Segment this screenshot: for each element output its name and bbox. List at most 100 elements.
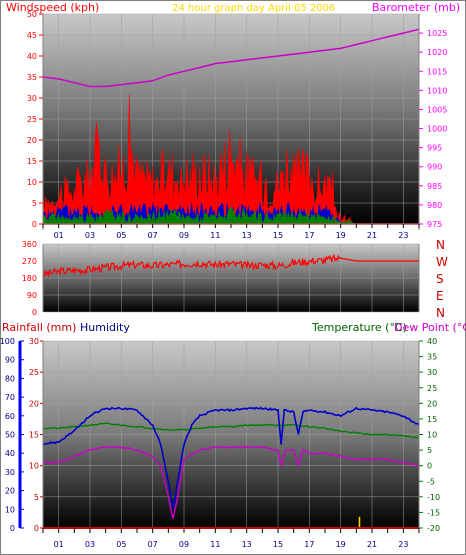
humidity-series — [42, 406, 420, 509]
humidity-tick-label: 0 — [10, 524, 15, 533]
barometer-tick-label: 1015 — [427, 67, 447, 76]
rainfall-tick-label: 10 — [29, 462, 39, 471]
barometer-tick-label: 990 — [427, 163, 442, 172]
wind-hour-label: 01 — [54, 231, 64, 240]
windspeed-tick-label: 0 — [32, 220, 37, 229]
temperature-tick-label: 35 — [427, 353, 437, 362]
humidity-hour-ticks: 01 03 05 07 09 11 13 15 17 19 21 23 — [42, 528, 420, 549]
wind-hour-label: 11 — [210, 231, 220, 240]
humidity-tick-label: 100 — [0, 337, 15, 346]
wind-hour-label: 07 — [148, 231, 158, 240]
chart-subtitle: 24 hour graph day April 05 2006 — [172, 3, 335, 14]
dewpoint-series — [42, 445, 420, 519]
rainfall-tick-label: 5 — [34, 493, 39, 502]
humidity-hour-label: 05 — [116, 540, 126, 549]
barometer-tick-label: 975 — [427, 220, 442, 229]
rainfall-bar — [358, 516, 361, 528]
barometer-tick-label: 985 — [427, 182, 442, 191]
wind-barometer-panel: Windspeed (kph) 24 hour graph day April … — [6, 1, 460, 240]
windspeed-tick-label: 20 — [27, 136, 37, 145]
direction-series — [42, 253, 419, 278]
wind-hour-label: 15 — [273, 231, 283, 240]
windspeed-tick-label: 30 — [27, 94, 37, 103]
windspeed-ticks: 0 5 10 15 20 25 30 35 40 45 50 — [27, 10, 43, 229]
barometer-tick-label: 1010 — [427, 86, 447, 95]
humidity-hour-label: 07 — [148, 540, 158, 549]
windspeed-tick-label: 10 — [27, 178, 37, 187]
temperature-tick-label: 40 — [427, 337, 437, 346]
compass-label: E — [436, 289, 444, 303]
windspeed-tick-label: 35 — [27, 73, 37, 82]
barometer-tick-label: 980 — [427, 201, 442, 210]
humidity-tick-label: 40 — [5, 449, 15, 458]
humidity-hour-label: 19 — [336, 540, 346, 549]
rainfall-tick-label: 20 — [29, 399, 39, 408]
wind-hour-ticks: 01 03 05 07 09 11 13 15 17 19 21 23 — [42, 224, 420, 240]
direction-degree-label: 270 — [22, 257, 37, 266]
barometer-series — [42, 28, 420, 88]
temperature-tick-label: 15 — [427, 415, 437, 424]
windspeed-axis-label: Windspeed (kph) — [6, 1, 99, 14]
temperature-series — [42, 422, 420, 439]
compass-label: N — [436, 306, 445, 320]
humidity-hour-label: 17 — [304, 540, 314, 549]
direction-degree-label: 180 — [22, 274, 37, 283]
direction-series — [42, 253, 419, 278]
windspeed-tick-label: 15 — [27, 157, 37, 166]
rainfall-tick-label: 30 — [29, 337, 39, 346]
humidity-hour-label: 13 — [242, 540, 252, 549]
humidity-tick-label: 20 — [5, 487, 15, 496]
wind-hour-label: 09 — [179, 231, 189, 240]
humidity-tick-label: 10 — [5, 505, 15, 514]
temperature-tick-label: 20 — [427, 399, 437, 408]
temperature-tick-label: -20 — [427, 524, 440, 533]
temperature-tick-label: 30 — [427, 368, 437, 377]
humidity-tick-label: 70 — [5, 393, 15, 402]
rainfall-axis-label: Rainfall (mm) — [2, 321, 76, 334]
windspeed-tick-label: 25 — [27, 115, 37, 124]
barometer-axis-label: Barometer (mb) — [372, 1, 460, 14]
barometer-tick-label: 1005 — [427, 105, 447, 114]
temperature-tick-label: 0 — [427, 462, 432, 471]
wind-hour-label: 13 — [242, 231, 252, 240]
wind-hour-label: 21 — [367, 231, 377, 240]
wind-grid — [43, 13, 419, 225]
direction-degree-ticks: 0 90 180 270 360 — [22, 240, 37, 317]
humidity-tick-label: 30 — [5, 468, 15, 477]
humidity-tick-label: 60 — [5, 412, 15, 421]
wind-hour-label: 19 — [336, 231, 346, 240]
barometer-ticks: 975 980 985 990 995 1000 1005 1010 1015 1020 1025 — [419, 29, 447, 229]
temperature-tick-label: -10 — [427, 493, 440, 502]
windspeed-tick-label: 50 — [27, 10, 37, 19]
humidity-hour-label: 15 — [273, 540, 283, 549]
temperature-tick-label: 5 — [427, 446, 432, 455]
humidity-hour-label: 23 — [398, 540, 408, 549]
temperature-tick-label: -15 — [427, 508, 440, 517]
temperature-tick-label: 25 — [427, 384, 437, 393]
rainfall-tick-label: 0 — [34, 524, 39, 533]
windspeed-tick-label: 40 — [27, 52, 37, 61]
barometer-tick-label: 1020 — [427, 48, 447, 57]
wind-hour-label: 05 — [116, 231, 126, 240]
humidity-hour-label: 01 — [54, 540, 64, 549]
wind-hour-label: 23 — [398, 231, 408, 240]
temperature-tick-label: 10 — [427, 431, 437, 440]
barometer-tick-label: 1000 — [427, 125, 447, 134]
rainfall-ticks: 0 5 10 15 20 25 30 — [29, 337, 43, 533]
wind-hour-label: 17 — [304, 231, 314, 240]
humidity-tick-label: 80 — [5, 374, 15, 383]
humidity-hour-label: 09 — [179, 540, 189, 549]
humidity-tick-label: 50 — [5, 431, 15, 440]
rain-humidity-temp-panel: Rainfall (mm) Humidity Temperature (°C) … — [0, 321, 466, 549]
barometer-tick-label: 995 — [427, 144, 442, 153]
rainfall-tick-label: 15 — [29, 431, 39, 440]
humidity-axis-label: Humidity — [80, 321, 130, 334]
temperature-axis-label: Temperature (°C) — [311, 321, 407, 334]
windspeed-tick-label: 45 — [27, 31, 37, 40]
rainfall-tick-label: 25 — [29, 368, 39, 377]
direction-degree-label: 0 — [32, 308, 37, 317]
green-wind-series — [43, 205, 419, 224]
humidity-tick-label: 90 — [5, 356, 15, 365]
